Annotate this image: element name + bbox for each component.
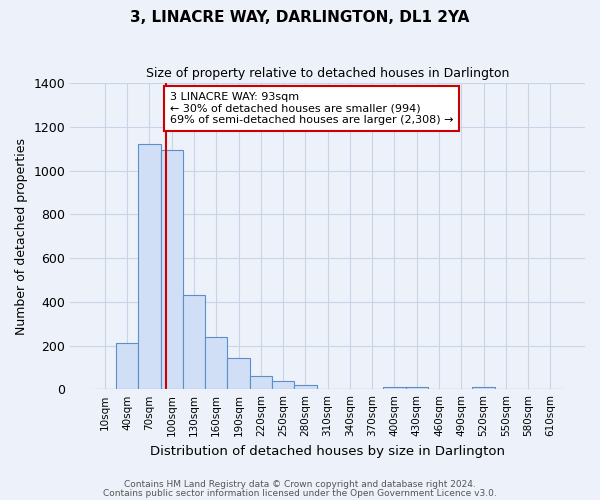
Bar <box>205 337 227 390</box>
Text: Contains public sector information licensed under the Open Government Licence v3: Contains public sector information licen… <box>103 490 497 498</box>
Bar <box>294 385 317 390</box>
Bar <box>116 344 138 390</box>
Bar <box>161 150 183 390</box>
Bar <box>227 358 250 390</box>
Bar <box>383 387 406 390</box>
X-axis label: Distribution of detached houses by size in Darlington: Distribution of detached houses by size … <box>150 444 505 458</box>
Bar <box>183 295 205 390</box>
Title: Size of property relative to detached houses in Darlington: Size of property relative to detached ho… <box>146 68 509 80</box>
Bar <box>138 144 161 390</box>
Bar <box>250 376 272 390</box>
Y-axis label: Number of detached properties: Number of detached properties <box>15 138 28 334</box>
Text: Contains HM Land Registry data © Crown copyright and database right 2024.: Contains HM Land Registry data © Crown c… <box>124 480 476 489</box>
Bar <box>272 380 294 390</box>
Text: 3 LINACRE WAY: 93sqm
← 30% of detached houses are smaller (994)
69% of semi-deta: 3 LINACRE WAY: 93sqm ← 30% of detached h… <box>170 92 454 125</box>
Bar <box>406 387 428 390</box>
Bar <box>472 387 495 390</box>
Text: 3, LINACRE WAY, DARLINGTON, DL1 2YA: 3, LINACRE WAY, DARLINGTON, DL1 2YA <box>130 10 470 25</box>
